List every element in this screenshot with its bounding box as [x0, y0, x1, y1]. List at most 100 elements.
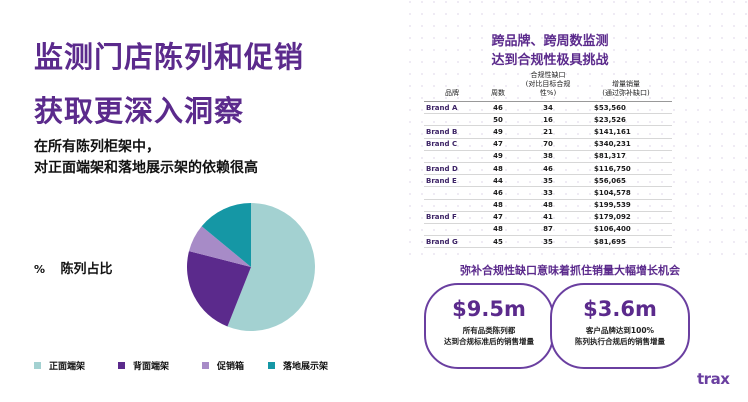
row-brand — [424, 223, 480, 237]
row-sales: $106,400 — [580, 223, 672, 237]
row-sales: $116,750 — [580, 162, 672, 176]
header-sales-line1: 增量销量 — [612, 80, 640, 88]
row-weeks: 48 — [480, 199, 516, 212]
row-gap: 16 — [516, 113, 580, 127]
row-brand — [424, 199, 480, 212]
table-row: 49 38 $81,317 — [424, 150, 672, 163]
row-brand: Brand A — [424, 101, 480, 115]
sales-lift-card-all-categories: $9.5m 所有品类陈列都 达到合规标准后的销售增量 — [424, 283, 554, 369]
row-brand — [424, 150, 480, 163]
legend-item-back-endcap: 背面端架 — [118, 359, 169, 372]
row-brand: Brand B — [424, 125, 480, 139]
legend-label-floor-display: 落地展示架 — [283, 362, 329, 372]
table-header-row: 品牌 周数 合规性缺口 (对比目标合规性%) 增量销量 (通过弥补缺口) — [424, 70, 672, 102]
row-brand: Brand G — [424, 235, 480, 249]
opportunity-headline: 弥补合规性缺口意味着抓住销量大幅增长机会 — [460, 264, 680, 277]
trax-logo: trax — [697, 370, 730, 388]
row-brand: Brand E — [424, 174, 480, 188]
row-weeks: 50 — [480, 113, 516, 127]
row-weeks: 44 — [480, 174, 516, 188]
row-gap: 35 — [516, 174, 580, 188]
header-gap-line1: 合规性缺口 — [530, 71, 566, 79]
table-row: Brand E 44 35 $56,065 — [424, 174, 672, 188]
pie-legend: 正面端架 背面端架 促销箱 落地展示架 — [34, 359, 354, 375]
legend-swatch-promo-bin — [202, 362, 209, 369]
row-weeks: 46 — [480, 101, 516, 115]
row-brand: Brand D — [424, 162, 480, 176]
sales-lift-card-client-brand: $3.6m 客户品牌达到100% 陈列执行合规后的销售增量 — [550, 283, 690, 369]
legend-label-promo-bin: 促销箱 — [217, 362, 245, 372]
pie-slice-1 — [227, 203, 315, 331]
card2-desc-line1: 客户品牌达到100% — [585, 326, 655, 335]
table-row: Brand D 48 46 $116,750 — [424, 162, 672, 176]
table-title-line1: 跨品牌、跨周数监测 — [491, 34, 609, 49]
table-row: Brand F 47 41 $179,092 — [424, 211, 672, 224]
card2-desc-line2: 陈列执行合规后的销售增量 — [575, 337, 665, 346]
compliance-table: 品牌 周数 合规性缺口 (对比目标合规性%) 增量销量 (通过弥补缺口) Bra… — [424, 70, 672, 249]
row-sales: $179,092 — [580, 211, 672, 224]
table-body: Brand A 46 34 $53,560 50 16 $23,526 Brand B 49 21… — [424, 101, 672, 249]
header-gap-line2: (对比目标合规性%) — [525, 80, 571, 97]
row-gap: 38 — [516, 150, 580, 163]
legend-swatch-floor-display — [268, 362, 275, 369]
card1-amount: $9.5m — [452, 297, 526, 321]
row-sales: $53,560 — [580, 101, 672, 115]
pie-slice-2 — [187, 251, 251, 327]
row-gap: 48 — [516, 199, 580, 212]
legend-item-floor-display: 落地展示架 — [268, 359, 328, 372]
legend-item-front-endcap: 正面端架 — [34, 359, 85, 372]
card1-desc-line1: 所有品类陈列都 — [462, 326, 516, 335]
row-gap: 21 — [516, 125, 580, 139]
table-row: Brand C 47 70 $340,231 — [424, 138, 672, 151]
legend-label-front-endcap: 正面端架 — [49, 362, 86, 372]
row-gap: 33 — [516, 186, 580, 200]
pie-slice-4 — [201, 203, 251, 267]
row-sales: $56,065 — [580, 174, 672, 188]
row-weeks: 47 — [480, 211, 516, 224]
row-gap: 41 — [516, 211, 580, 224]
row-sales: $340,231 — [580, 138, 672, 151]
slide-title-line2: 获取更深入洞察 — [34, 94, 245, 128]
slide-subtitle-line2: 对正面端架和落地展示架的依赖很高 — [34, 160, 258, 176]
card1-desc-line2: 达到合规标准后的销售增量 — [444, 337, 534, 346]
pie-svg — [187, 203, 315, 331]
table-row: Brand B 49 21 $141,161 — [424, 125, 672, 139]
row-brand — [424, 113, 480, 127]
pie-percent-symbol: % — [34, 263, 46, 276]
header-gap: 合规性缺口 (对比目标合规性%) — [516, 70, 580, 102]
header-sales: 增量销量 (通过弥补缺口) — [580, 70, 672, 102]
row-gap: 35 — [516, 235, 580, 249]
table-row: 48 87 $106,400 — [424, 223, 672, 237]
table-row: 46 33 $104,578 — [424, 186, 672, 200]
card2-amount: $3.6m — [583, 297, 657, 321]
pie-label: % 陈列占比 — [34, 258, 113, 277]
row-brand — [424, 186, 480, 200]
legend-swatch-front-endcap — [34, 362, 41, 369]
pie-slice-3 — [189, 226, 251, 267]
row-weeks: 49 — [480, 125, 516, 139]
slide-title-line1: 监测门店陈列和促销 — [34, 40, 305, 74]
legend-item-promo-bin: 促销箱 — [202, 359, 244, 372]
row-brand: Brand F — [424, 211, 480, 224]
row-brand: Brand C — [424, 138, 480, 151]
table-title-line2: 达到合规性极具挑战 — [491, 53, 609, 68]
row-weeks: 47 — [480, 138, 516, 151]
row-sales: $199,539 — [580, 199, 672, 212]
row-sales: $81,695 — [580, 235, 672, 249]
row-weeks: 48 — [480, 223, 516, 237]
row-gap: 34 — [516, 101, 580, 115]
row-gap: 46 — [516, 162, 580, 176]
slide-subtitle-line1: 在所有陈列柜架中， — [34, 139, 160, 155]
table-row: Brand A 46 34 $53,560 — [424, 101, 672, 115]
row-gap: 70 — [516, 138, 580, 151]
row-sales: $23,526 — [580, 113, 672, 127]
row-weeks: 45 — [480, 235, 516, 249]
header-weeks: 周数 — [480, 70, 516, 102]
pie-label-text: 陈列占比 — [60, 262, 113, 277]
legend-swatch-back-endcap — [118, 362, 125, 369]
row-sales: $141,161 — [580, 125, 672, 139]
row-sales: $81,317 — [580, 150, 672, 163]
row-weeks: 46 — [480, 186, 516, 200]
legend-label-back-endcap: 背面端架 — [133, 362, 170, 372]
table-row: Brand G 45 35 $81,695 — [424, 235, 672, 249]
